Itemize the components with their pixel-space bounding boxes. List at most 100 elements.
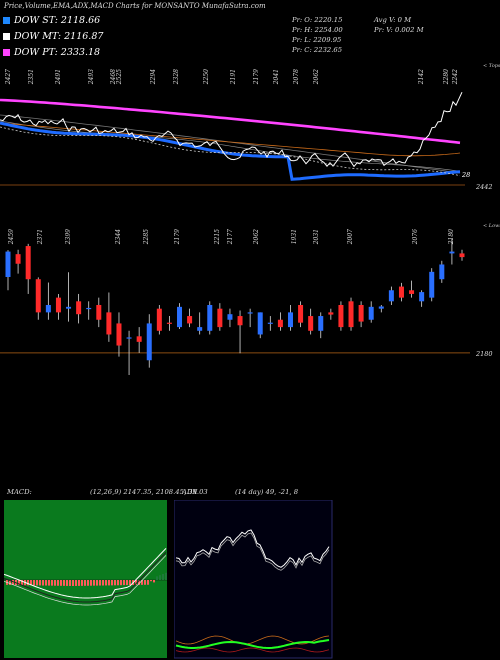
candle-body bbox=[388, 290, 394, 302]
macd-histogram-bar bbox=[9, 580, 11, 585]
candle-body bbox=[459, 253, 465, 258]
dow-pt-line bbox=[0, 98, 461, 145]
top-value-label: 2328 bbox=[173, 69, 180, 85]
candle-body bbox=[166, 322, 172, 324]
adx-red-line bbox=[175, 647, 330, 653]
candle-body bbox=[136, 336, 142, 342]
top-value-label: 2191 bbox=[230, 69, 237, 85]
candle-body bbox=[419, 292, 425, 302]
adx-background bbox=[174, 500, 333, 659]
macd-histogram-bar bbox=[75, 580, 77, 586]
candle-body bbox=[96, 305, 102, 320]
macd-histogram-bar bbox=[42, 580, 44, 586]
macd-line-2 bbox=[4, 555, 167, 606]
minus-di-line bbox=[175, 635, 330, 645]
low-value-label: 2031 bbox=[313, 229, 320, 245]
macd-histogram-bar bbox=[54, 580, 56, 586]
macd-histogram-bar bbox=[33, 580, 35, 586]
trend-label: 28 bbox=[461, 171, 470, 179]
macd-histogram-bar bbox=[99, 580, 101, 586]
candle-body bbox=[378, 306, 384, 309]
macd-histogram-bar bbox=[60, 580, 62, 586]
stat-high: Pr: H: 2254.00 bbox=[292, 26, 343, 34]
signal-line bbox=[4, 552, 167, 603]
macd-histogram-bar bbox=[78, 580, 80, 586]
candle-body bbox=[449, 251, 455, 254]
macd-histogram-bar bbox=[108, 580, 110, 586]
adx-values: (14 day) 49, -21, 8 bbox=[235, 488, 299, 496]
macd-histogram-bar bbox=[138, 580, 140, 585]
macd-histogram-bar bbox=[21, 580, 23, 586]
candle-body bbox=[116, 323, 122, 346]
candle-body bbox=[398, 286, 404, 298]
stat-low: Pr: L: 2209.95 bbox=[292, 36, 342, 44]
macd-values: (12,26,9) 2147.35, 2108.45, 39.03 bbox=[90, 488, 208, 496]
candle-body bbox=[207, 305, 213, 331]
candle-body bbox=[358, 305, 364, 322]
candle-body bbox=[287, 312, 293, 328]
legend-swatch-mt bbox=[3, 32, 10, 40]
macd-histogram-bar bbox=[141, 580, 143, 585]
candle-body bbox=[35, 279, 41, 313]
macd-histogram-bar bbox=[69, 580, 71, 586]
chart-title: Price,Volume,EMA,ADX,MACD Charts for MON… bbox=[4, 2, 266, 10]
candle-body bbox=[298, 305, 304, 323]
candle-body bbox=[338, 305, 344, 328]
macd-histogram-bar bbox=[129, 580, 131, 586]
macd-histogram-bar bbox=[102, 580, 104, 586]
low-value-label: 2371 bbox=[37, 229, 44, 245]
macd-histogram-bar bbox=[72, 580, 74, 586]
legend-dow-st: DOW ST: 2118.66 bbox=[3, 13, 100, 27]
candle-body bbox=[5, 251, 11, 277]
macd-histogram-bar bbox=[90, 580, 92, 586]
top-value-label: 2468 bbox=[110, 69, 117, 85]
candle-body bbox=[76, 301, 82, 315]
level-label: 2180 bbox=[475, 350, 493, 358]
top-value-label: 2280 bbox=[443, 69, 450, 85]
low-value-label: 2399 bbox=[65, 229, 72, 245]
macd-histogram-bar bbox=[81, 580, 83, 586]
top-value-label: 2179 bbox=[253, 69, 260, 85]
macd-histogram-bar bbox=[18, 580, 20, 586]
candle-body bbox=[328, 312, 334, 315]
top-value-label: 2142 bbox=[418, 69, 425, 85]
macd-histogram-bar bbox=[96, 580, 98, 586]
macd-histogram-bar bbox=[30, 580, 32, 586]
price-ema-chart: 2427 2351 2491 2493 2468 2525 2294 2328 2250 2191… bbox=[0, 63, 500, 191]
candle-body bbox=[45, 305, 51, 313]
candle-body bbox=[86, 307, 92, 310]
top-value-label: 2491 bbox=[55, 69, 62, 85]
candle-body bbox=[257, 312, 263, 335]
macd-histogram-bar bbox=[159, 575, 161, 580]
macd-histogram-bar bbox=[135, 580, 137, 585]
top-value-label: 2242 bbox=[452, 69, 459, 85]
macd-histogram-bar bbox=[39, 580, 41, 586]
legend-label-mt: DOW MT: 2116.87 bbox=[14, 30, 104, 42]
legend-swatch-pt bbox=[3, 48, 10, 56]
candle-body bbox=[55, 297, 61, 313]
candle-body bbox=[156, 308, 162, 331]
ema-orange-line bbox=[0, 122, 461, 157]
low-value-label: 2344 bbox=[115, 229, 122, 245]
macd-histogram-bar bbox=[12, 580, 14, 585]
macd-histogram-bar bbox=[105, 580, 107, 586]
macd-histogram-bar bbox=[66, 580, 68, 586]
candle-body bbox=[126, 337, 132, 339]
adx-line bbox=[175, 529, 330, 568]
legend-label-st: DOW ST: 2118.66 bbox=[14, 14, 101, 26]
candle-body bbox=[66, 306, 72, 309]
low-value-label: 2180 bbox=[448, 229, 455, 245]
top-value-label: 2427 bbox=[5, 69, 12, 85]
macd-histogram-bar bbox=[162, 574, 164, 580]
stat-open: Pr: O: 2220.15 bbox=[292, 16, 343, 24]
top-value-label: 2525 bbox=[116, 69, 123, 85]
legend-label-pt: DOW PT: 2333.18 bbox=[14, 46, 101, 58]
top-value-label: 2078 bbox=[293, 69, 300, 85]
candle-body bbox=[247, 312, 253, 314]
macd-histogram-bar bbox=[84, 580, 86, 586]
macd-chart bbox=[4, 500, 167, 658]
low-value-label: 2076 bbox=[412, 229, 419, 245]
adx-chart bbox=[174, 500, 333, 659]
macd-histogram-bar bbox=[150, 580, 152, 582]
candle-body bbox=[146, 323, 152, 361]
